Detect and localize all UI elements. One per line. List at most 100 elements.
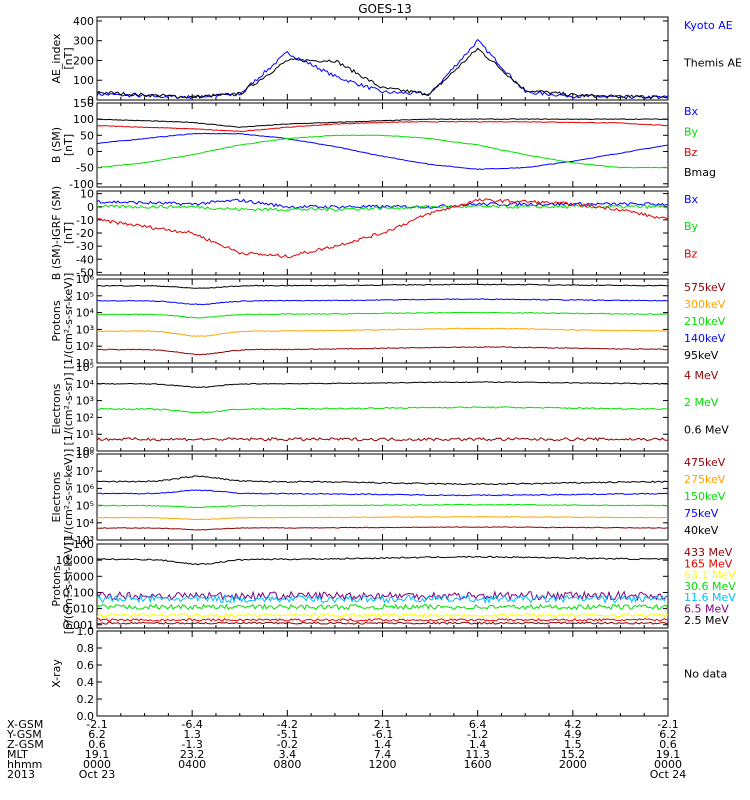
y-axis-unit: [p/(cm²-s-sr-keV)] xyxy=(62,538,75,635)
x-axis-value: -5.1 xyxy=(277,728,298,741)
y-tick-label: -30 xyxy=(76,240,94,253)
panel-bsm: 150 100 50 0 -50 -100 B (SM) [nT] Bx By Bz Bmag xyxy=(50,97,716,191)
legend-item: 75keV xyxy=(684,507,719,520)
series-line xyxy=(96,298,669,306)
series-line xyxy=(96,437,668,442)
x-axis-value: Oct 24 xyxy=(650,768,687,781)
y-tick-label: 0.8 xyxy=(77,642,95,655)
legend-item: 40keV xyxy=(684,524,719,537)
y-tick-label: -10 xyxy=(76,214,94,227)
series-line xyxy=(96,283,669,289)
y-tick-label: 100 xyxy=(73,113,94,126)
x-axis-value: 1.3 xyxy=(183,728,201,741)
series-line xyxy=(96,406,669,414)
y-axis-label: Protons xyxy=(50,300,63,341)
x-axis-value: -2.1 xyxy=(657,718,678,731)
y-tick-label: 1.0 xyxy=(77,625,95,638)
y-tick-label: 0.100 xyxy=(63,586,95,599)
y-axis-label: Electrons xyxy=(50,383,63,434)
x-axis-value: 1.5 xyxy=(564,738,582,751)
y-tick-label: 10 xyxy=(80,188,94,201)
panel-frame xyxy=(96,102,669,188)
legend-item: 433 MeV xyxy=(684,546,733,559)
y-tick-label: 0 xyxy=(87,201,94,214)
y-tick-label: -100 xyxy=(69,178,94,191)
y-tick-label: 10⁶ xyxy=(76,482,95,495)
x-axis-value: 19.1 xyxy=(85,748,110,761)
y-tick-label: 10¹ xyxy=(76,357,94,370)
series-line xyxy=(96,515,668,521)
y-axis-label: B (SM)-IGRF (SM) xyxy=(50,186,63,280)
legend-item: 2.5 MeV xyxy=(684,614,729,627)
y-tick-label: 10³ xyxy=(76,534,94,547)
series-line xyxy=(96,47,669,100)
series-line xyxy=(96,381,669,388)
legend-item: By xyxy=(684,125,699,138)
series-line xyxy=(96,612,669,618)
x-axis-value: 1200 xyxy=(369,758,397,771)
x-axis-value: 2.1 xyxy=(374,718,392,731)
x-axis-row-label: Z-GSM xyxy=(7,738,44,751)
x-axis-value: 4.2 xyxy=(564,718,582,731)
legend-item: 300keV xyxy=(684,298,726,311)
legend-item: No data xyxy=(684,668,727,681)
series-line xyxy=(96,617,669,622)
x-axis-value: 15.2 xyxy=(561,748,586,761)
legend-item: 95keV xyxy=(684,349,719,362)
y-tick-label: 1.000 xyxy=(63,570,95,583)
y-axis-unit: [nT] xyxy=(62,222,75,244)
panel-protons1: 10⁶ 10⁵ 10⁴ 10³ 10² 10¹ Protons [1/(cm²-s-sr-ke… xyxy=(50,273,726,370)
y-axis-unit: [nT] xyxy=(62,134,75,156)
legend-item: 150keV xyxy=(684,490,726,503)
y-tick-label: 10² xyxy=(76,411,94,424)
x-axis-row-label: 2013 xyxy=(7,768,35,781)
legend-item: 63.1 MeV xyxy=(684,569,736,582)
y-tick-label: 0.6 xyxy=(77,659,95,672)
y-tick-label: 0.0 xyxy=(77,710,95,723)
x-axis-value: 3.4 xyxy=(279,748,297,761)
series-line xyxy=(96,503,669,509)
y-tick-label: 100 xyxy=(73,538,94,551)
y-axis-unit: [nT] xyxy=(62,47,75,69)
series-line xyxy=(96,204,669,212)
y-tick-label: 10⁵ xyxy=(76,500,94,513)
x-axis-value: 1600 xyxy=(464,758,492,771)
series-line xyxy=(96,346,669,356)
series-line xyxy=(96,489,669,497)
y-axis-label: X-ray xyxy=(50,659,63,688)
legend-item: Bx xyxy=(684,193,699,206)
y-tick-label: -50 xyxy=(76,162,94,175)
series-line xyxy=(96,475,668,486)
legend-item: 475keV xyxy=(684,456,726,469)
x-axis-row-label: X-GSM xyxy=(7,718,43,731)
x-axis-value: -1.2 xyxy=(467,728,488,741)
y-axis-unit: [1/(cm²-s-sr-keV)] xyxy=(62,449,75,546)
series-line xyxy=(96,134,669,169)
panel-xray: 1.0 0.8 0.6 0.4 0.2 0.0 X-ray No data xyxy=(50,625,727,723)
y-tick-label: 300 xyxy=(73,35,94,48)
x-axis-row-label: Y-GSM xyxy=(6,728,42,741)
legend-item: 0.6 MeV xyxy=(684,423,729,436)
x-axis-value: 0000 xyxy=(83,758,111,771)
y-tick-label: 10³ xyxy=(76,395,94,408)
series-line xyxy=(96,555,669,566)
y-axis-unit: [1/(cm²-s-sr)] xyxy=(62,373,75,446)
x-axis-value: 6.2 xyxy=(88,728,106,741)
y-axis-label: AE_index xyxy=(50,33,63,84)
x-axis-value: 6.4 xyxy=(469,718,487,731)
legend-item: 2 MeV xyxy=(684,396,719,409)
x-axis-value: -2.1 xyxy=(86,718,107,731)
legend-item: 4 MeV xyxy=(684,369,719,382)
series-line xyxy=(96,120,669,133)
legend-item: Themis AE xyxy=(683,56,742,69)
legend-item: 210keV xyxy=(684,315,726,328)
legend-item: 6.5 MeV xyxy=(684,603,729,616)
y-tick-label: 0.001 xyxy=(63,619,95,632)
y-axis-label: B (SM) xyxy=(50,127,63,163)
legend-item: Bx xyxy=(684,105,699,118)
x-axis-value: 0400 xyxy=(178,758,206,771)
y-tick-label: 0.010 xyxy=(63,603,95,616)
legend-item: Kyoto AE xyxy=(684,19,733,32)
y-tick-label: 200 xyxy=(73,54,94,67)
